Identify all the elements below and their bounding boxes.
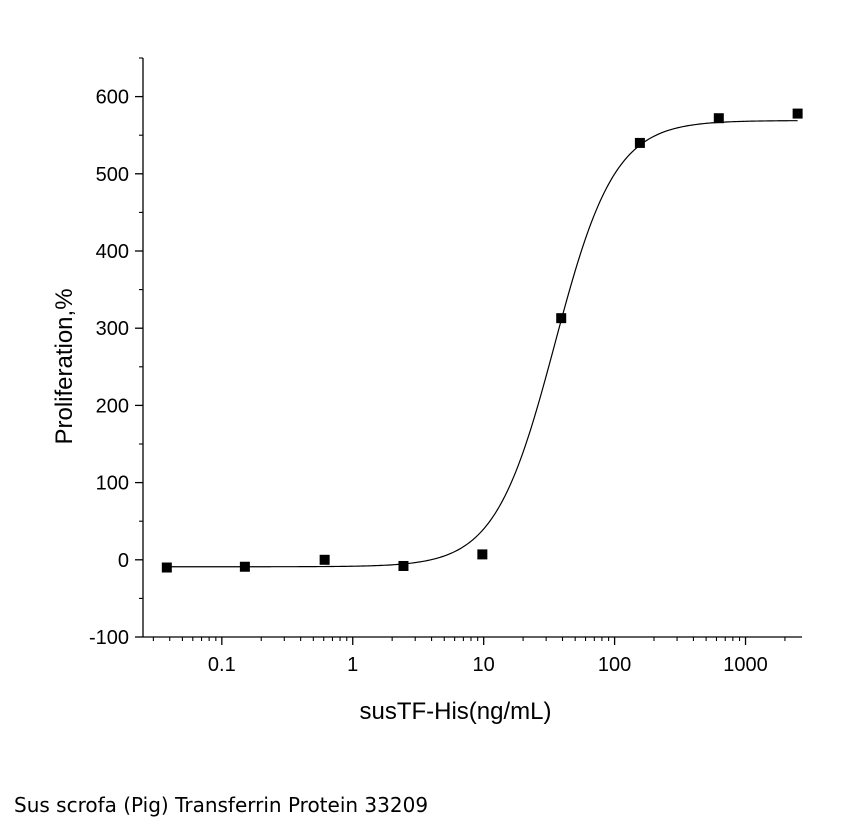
y-tick-label: 400 (96, 241, 129, 263)
data-point (161, 562, 172, 573)
x-axis-title: susTF-His(ng/mL) (359, 698, 551, 725)
data-point (239, 561, 250, 572)
data-point (556, 313, 567, 324)
dose-response-chart: -100 0 100 200 300 400 500 600 0.1 1 10 100 1000 susT… (51, 57, 803, 725)
y-tick-label: 200 (96, 395, 129, 417)
y-tick-label: 500 (96, 164, 129, 186)
axes (135, 57, 802, 645)
data-points (161, 108, 803, 573)
y-tick-label: 0 (118, 550, 129, 572)
figure-caption: Sus scrofa (Pig) Transferrin Protein 332… (14, 793, 429, 817)
x-tick-label: 10 (473, 654, 495, 676)
x-tick-label: 1000 (723, 654, 768, 676)
y-tick-label: -100 (89, 627, 129, 649)
data-point (792, 108, 803, 119)
x-tick-label: 100 (598, 654, 631, 676)
data-point (398, 560, 409, 571)
x-tick-label: 1 (347, 654, 358, 676)
y-tick-label: 100 (96, 473, 129, 495)
fit-curve (166, 120, 798, 568)
y-tick-label: 300 (96, 318, 129, 340)
axis-labels: -100 0 100 200 300 400 500 600 0.1 1 10 100 1000 susT… (51, 87, 768, 725)
data-point (477, 549, 488, 560)
data-point (713, 113, 724, 124)
y-tick-label: 600 (96, 87, 129, 109)
data-point (319, 554, 330, 565)
x-tick-label: 0.1 (208, 654, 236, 676)
y-axis-title: Proliferation,% (51, 288, 78, 444)
data-point (634, 137, 645, 148)
fit-curve-line (166, 120, 798, 568)
